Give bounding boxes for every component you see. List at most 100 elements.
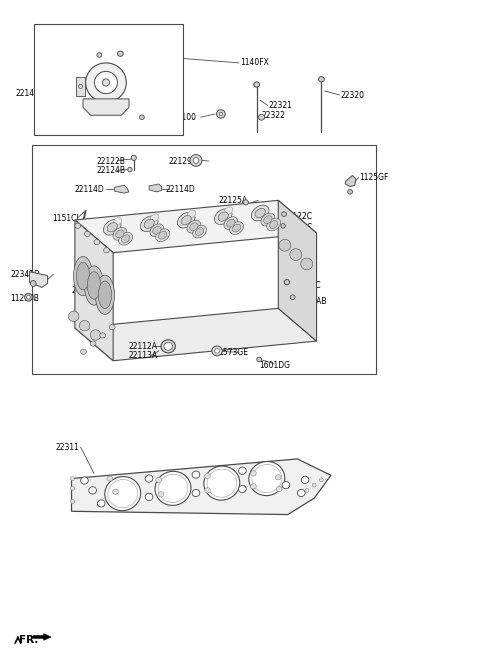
Ellipse shape [282, 212, 287, 216]
Text: 1125GF: 1125GF [360, 173, 389, 182]
Text: 22124B: 22124B [96, 167, 125, 175]
Ellipse shape [79, 85, 83, 89]
Polygon shape [115, 185, 129, 193]
Text: 1123PB: 1123PB [10, 294, 39, 303]
Ellipse shape [290, 295, 295, 300]
Ellipse shape [301, 476, 309, 483]
Ellipse shape [113, 217, 122, 225]
Ellipse shape [150, 224, 164, 237]
Ellipse shape [145, 475, 153, 482]
Ellipse shape [90, 330, 101, 340]
Ellipse shape [301, 258, 312, 270]
Ellipse shape [144, 219, 155, 228]
Ellipse shape [204, 487, 210, 493]
Ellipse shape [71, 486, 74, 490]
Text: 22124B: 22124B [63, 113, 92, 122]
Ellipse shape [81, 477, 88, 484]
Ellipse shape [75, 223, 81, 228]
Ellipse shape [97, 500, 105, 507]
Ellipse shape [107, 476, 113, 482]
Text: 22322: 22322 [262, 112, 286, 121]
Ellipse shape [118, 51, 123, 56]
Ellipse shape [249, 462, 285, 495]
Text: 1151CJ: 1151CJ [52, 214, 79, 223]
Ellipse shape [320, 478, 323, 482]
Ellipse shape [195, 228, 204, 236]
Ellipse shape [89, 487, 96, 494]
Ellipse shape [71, 477, 74, 481]
Ellipse shape [224, 207, 233, 215]
Ellipse shape [84, 232, 90, 237]
Ellipse shape [227, 219, 235, 227]
Ellipse shape [73, 256, 93, 296]
Ellipse shape [284, 279, 289, 285]
Ellipse shape [219, 112, 223, 115]
Ellipse shape [279, 239, 291, 251]
Ellipse shape [113, 228, 127, 240]
Polygon shape [75, 220, 113, 361]
Polygon shape [29, 272, 48, 287]
Ellipse shape [269, 220, 278, 228]
Ellipse shape [229, 222, 243, 234]
Ellipse shape [145, 493, 153, 501]
Ellipse shape [212, 346, 222, 356]
Ellipse shape [88, 286, 93, 291]
Ellipse shape [192, 489, 200, 497]
Ellipse shape [158, 474, 188, 502]
Ellipse shape [282, 482, 290, 489]
Ellipse shape [215, 348, 219, 353]
Ellipse shape [298, 489, 305, 497]
Text: 1601DG: 1601DG [259, 361, 290, 370]
Ellipse shape [107, 222, 117, 232]
Ellipse shape [276, 486, 282, 491]
Ellipse shape [187, 211, 196, 218]
Text: 22114D: 22114D [166, 185, 195, 194]
Ellipse shape [100, 333, 106, 338]
Ellipse shape [305, 488, 309, 492]
Text: 22113A: 22113A [129, 351, 158, 360]
Ellipse shape [76, 262, 90, 290]
Polygon shape [345, 175, 356, 186]
Text: 22125A: 22125A [218, 196, 248, 205]
Ellipse shape [239, 467, 246, 474]
Ellipse shape [257, 357, 262, 361]
Ellipse shape [266, 218, 280, 231]
Text: 1152AB: 1152AB [298, 297, 327, 306]
Ellipse shape [131, 155, 136, 161]
Ellipse shape [348, 190, 352, 194]
Text: FR.: FR. [19, 634, 38, 645]
Ellipse shape [81, 349, 86, 354]
Ellipse shape [109, 325, 115, 330]
Ellipse shape [254, 82, 260, 87]
Text: 22320: 22320 [340, 91, 364, 100]
Text: 22125C: 22125C [72, 285, 101, 295]
Ellipse shape [150, 214, 159, 222]
Ellipse shape [104, 220, 121, 235]
Ellipse shape [156, 229, 169, 241]
Ellipse shape [164, 342, 172, 350]
Bar [76, 77, 85, 96]
Text: 22100: 22100 [173, 113, 197, 122]
Ellipse shape [187, 220, 201, 233]
Ellipse shape [105, 477, 141, 510]
Polygon shape [83, 99, 129, 115]
Ellipse shape [121, 235, 130, 243]
Ellipse shape [96, 275, 115, 314]
Text: 1571TC: 1571TC [293, 281, 321, 290]
Ellipse shape [71, 499, 74, 503]
Ellipse shape [161, 340, 175, 353]
Ellipse shape [255, 209, 265, 218]
Text: 22122B: 22122B [96, 157, 125, 165]
Ellipse shape [204, 466, 240, 500]
Ellipse shape [97, 52, 102, 57]
Polygon shape [33, 634, 51, 640]
Ellipse shape [140, 115, 144, 119]
Ellipse shape [98, 281, 112, 308]
Ellipse shape [239, 485, 246, 493]
Ellipse shape [192, 225, 206, 238]
Bar [34, 24, 182, 135]
Ellipse shape [258, 114, 264, 120]
Ellipse shape [251, 483, 256, 489]
Text: 22124C: 22124C [283, 223, 312, 232]
Ellipse shape [290, 249, 302, 260]
